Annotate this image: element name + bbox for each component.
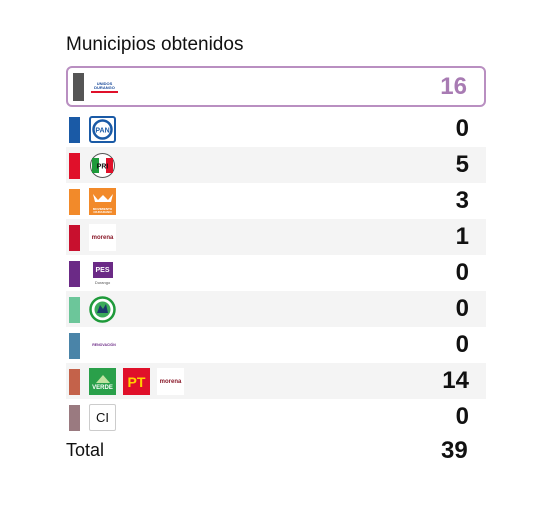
row-value: 14 <box>442 367 469 394</box>
party-color-bar <box>69 189 80 215</box>
table-row[interactable]: VERDE PT morena 14 <box>66 363 486 399</box>
party-color-bar <box>69 405 80 431</box>
movimiento-ciudadano-logo: MOVIMIENTO CIUDADANO <box>89 188 116 215</box>
party-color-bar <box>69 117 80 143</box>
pes-logo: PES Durango <box>89 260 116 287</box>
table-row[interactable]: RENOVACIÓN 0 <box>66 327 486 363</box>
total-value: 39 <box>441 437 468 464</box>
party-color-bar <box>69 153 80 179</box>
table-title: Municipios obtenidos <box>66 34 244 55</box>
row-value: 0 <box>455 295 469 322</box>
row-value: 1 <box>455 223 469 250</box>
morena-logo: morena <box>89 224 116 251</box>
row-value: 0 <box>455 331 469 358</box>
table-row[interactable]: CI 0 <box>66 399 486 435</box>
party-color-bar <box>69 333 80 359</box>
verde-logo: VERDE <box>89 368 116 395</box>
svg-text:PRI: PRI <box>97 164 109 171</box>
row-value: 16 <box>440 73 467 100</box>
row-value: 3 <box>455 187 469 214</box>
unidos-durango-logo: UNIDOS DURANGO <box>91 74 118 101</box>
party-color-bar <box>73 73 84 101</box>
row-value: 0 <box>455 259 469 286</box>
morena-logo: morena <box>157 368 184 395</box>
total-label: Total <box>66 440 105 460</box>
party-color-bar <box>69 297 80 323</box>
table-row[interactable]: UNIDOS DURANGO 16 <box>66 66 486 107</box>
svg-text:PAN: PAN <box>95 128 109 135</box>
pri-logo: PRI <box>89 152 116 179</box>
table-row[interactable]: PES Durango 0 <box>66 255 486 291</box>
party-color-bar <box>69 369 80 395</box>
row-value: 0 <box>455 115 469 142</box>
pt-logo: PT <box>123 368 150 395</box>
party-color-bar <box>69 261 80 287</box>
table-row[interactable]: PRI 5 <box>66 147 486 183</box>
pan-logo: PAN <box>89 116 116 143</box>
party-color-bar <box>69 225 80 251</box>
renovacion-logo: RENOVACIÓN <box>92 342 116 347</box>
table-row[interactable]: PAN 0 <box>66 111 486 147</box>
table-row[interactable]: morena 1 <box>66 219 486 255</box>
panal-logo <box>89 296 116 323</box>
table-row[interactable]: 0 <box>66 291 486 327</box>
ci-logo: CI <box>89 404 116 431</box>
table-row[interactable]: MOVIMIENTO CIUDADANO 3 <box>66 183 486 219</box>
row-value: 0 <box>455 403 469 430</box>
row-value: 5 <box>455 151 469 178</box>
results-table: UNIDOS DURANGO 16 PAN 0 <box>66 66 486 435</box>
